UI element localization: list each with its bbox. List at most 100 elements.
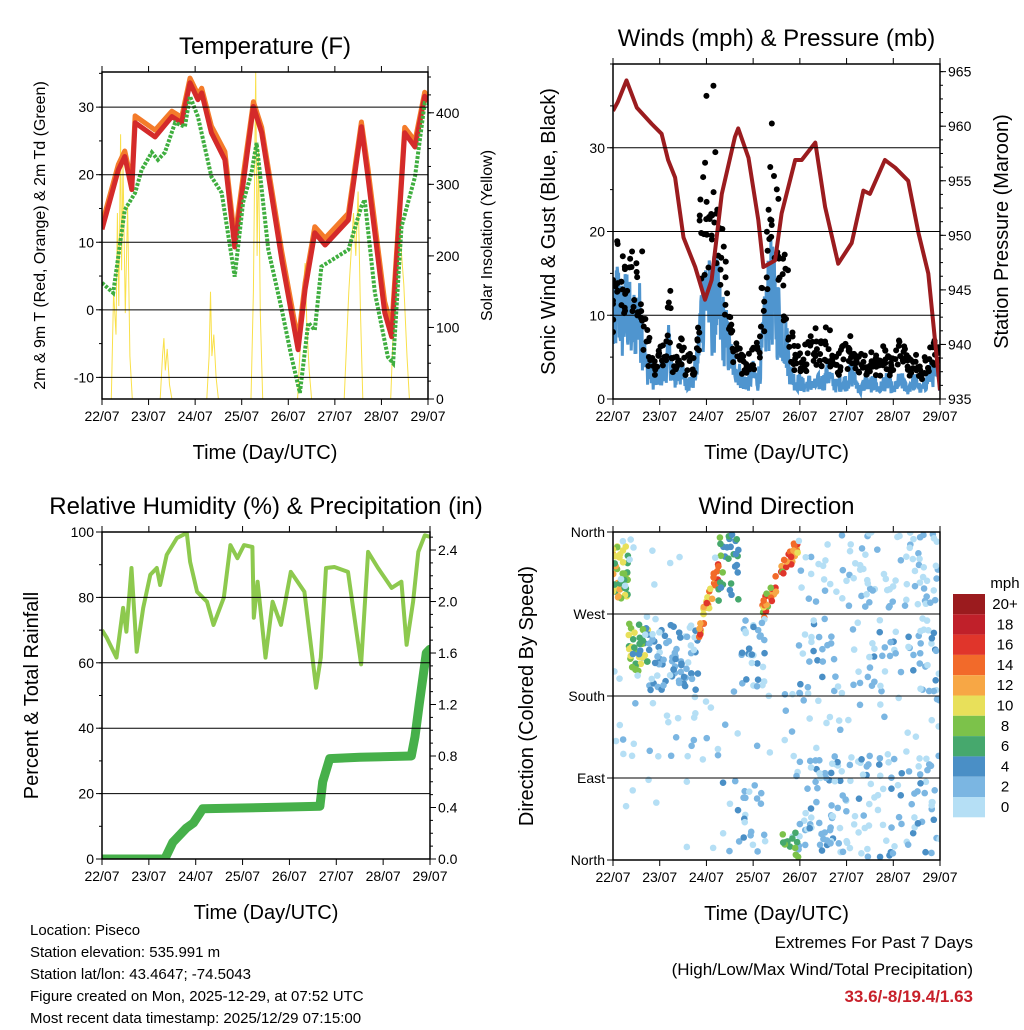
wind-direction-point	[921, 789, 928, 797]
wind-direction-point	[804, 683, 812, 691]
wind-direction-point	[863, 591, 870, 598]
wind-direction-point	[728, 532, 736, 539]
wind-direction-frame	[612, 531, 941, 861]
colorbar-swatch	[953, 797, 985, 818]
wind-direction-point	[866, 653, 873, 661]
gust-point	[827, 362, 834, 369]
gust-point	[817, 351, 824, 358]
wind-direction-point	[836, 824, 844, 832]
wind-direction-point	[632, 699, 639, 707]
wind-direction-point	[666, 559, 674, 567]
wind-direction-point	[821, 587, 829, 594]
wind-direction-point	[645, 646, 653, 654]
wind-direction-point	[714, 745, 722, 753]
wind-direction-point	[868, 682, 876, 689]
wind-direction-point	[763, 590, 770, 598]
wind-direction-point	[721, 721, 729, 728]
wind-direction-point	[653, 672, 661, 679]
gust-point	[682, 371, 689, 378]
wind-direction-point	[742, 617, 749, 624]
gust-point	[757, 333, 764, 340]
wind-direction-point	[912, 733, 920, 740]
wind-direction-point	[915, 763, 922, 770]
wind-direction-point	[779, 831, 787, 838]
right-y-tick-label: 0.4	[438, 800, 458, 816]
wind-direction-point	[903, 553, 910, 560]
gust-point	[757, 323, 764, 330]
wind-direction-point	[733, 536, 741, 543]
wind-direction-point	[747, 832, 754, 839]
colorbar-swatch	[953, 695, 985, 716]
wind-direction-point	[629, 650, 637, 658]
y-tick-label: West	[573, 606, 605, 622]
wind-direction-point	[670, 666, 677, 673]
right-y-tick-label: 100	[436, 319, 460, 335]
wind-direction-point	[826, 713, 834, 721]
wind-direction-point	[906, 532, 914, 536]
gust-point	[767, 216, 774, 223]
gust-point	[613, 316, 617, 323]
wind-direction-point	[714, 751, 722, 759]
wind-direction-point	[883, 586, 891, 594]
wind-direction-point	[780, 556, 788, 564]
wind-direction-point	[630, 544, 637, 551]
gust-point	[635, 309, 642, 316]
gust-point	[779, 271, 786, 278]
gust-point	[651, 371, 658, 378]
x-tick-label: 27/07	[829, 869, 864, 885]
y-tick-label: South	[568, 688, 605, 704]
x-tick-label: 29/07	[412, 868, 447, 884]
wind-direction-point	[930, 816, 938, 824]
wind-direction-point	[629, 635, 637, 643]
wind-direction-point	[838, 768, 846, 775]
wind-direction-point	[858, 850, 865, 857]
y-tick-label: North	[571, 524, 605, 540]
colorbar-swatch	[953, 594, 985, 615]
wind-direction-point	[909, 555, 917, 563]
wind-direction-point	[846, 547, 854, 555]
wind-direction-point	[932, 647, 940, 655]
gust-point	[825, 346, 832, 353]
extremes-values: 33.6/-8/19.4/1.63	[844, 987, 973, 1006]
wind-direction-point	[903, 580, 911, 588]
wind-direction-point	[787, 553, 795, 561]
gust-point	[813, 346, 820, 353]
gust-point	[756, 354, 763, 361]
wind-direction-point	[935, 670, 940, 677]
wind-direction-point	[683, 633, 691, 641]
wind-direction-point	[855, 668, 862, 675]
wind-direction-point	[920, 532, 927, 539]
wind-direction-point	[920, 626, 928, 634]
wind-direction-point	[801, 631, 809, 638]
wind-direction-point	[822, 557, 829, 564]
wind-direction-point	[916, 579, 924, 586]
gust-point	[770, 172, 777, 179]
wind-direction-point	[818, 847, 826, 854]
gust-point	[832, 361, 839, 368]
wind-direction-point	[707, 585, 714, 593]
wind-direction-point	[881, 668, 889, 675]
wind-direction-point	[742, 794, 749, 802]
wind-direction-point	[754, 848, 761, 855]
wind-direction-point	[761, 649, 768, 657]
gust-point	[684, 367, 691, 374]
wind-direction-point	[876, 853, 884, 860]
right-y-tick-label: 2.4	[438, 542, 458, 558]
wind-direction-point	[882, 575, 890, 583]
wind-direction-point	[833, 588, 840, 596]
wind-direction-point	[819, 673, 826, 681]
gust-point	[694, 337, 701, 344]
wind-direction-point	[813, 744, 820, 752]
gust-point	[685, 352, 692, 359]
gust-point	[614, 240, 621, 247]
wind-direction-point	[897, 668, 905, 676]
colorbar-swatch	[953, 654, 985, 676]
wind-direction-point	[897, 557, 905, 564]
wind-direction-point	[928, 802, 935, 809]
winds-plot-area	[613, 78, 940, 399]
gust-point	[837, 364, 844, 371]
wind-direction-point	[796, 820, 804, 828]
wind-direction-point	[876, 616, 884, 624]
wind-direction-point	[862, 551, 869, 558]
x-tick-label: 25/07	[224, 408, 259, 424]
